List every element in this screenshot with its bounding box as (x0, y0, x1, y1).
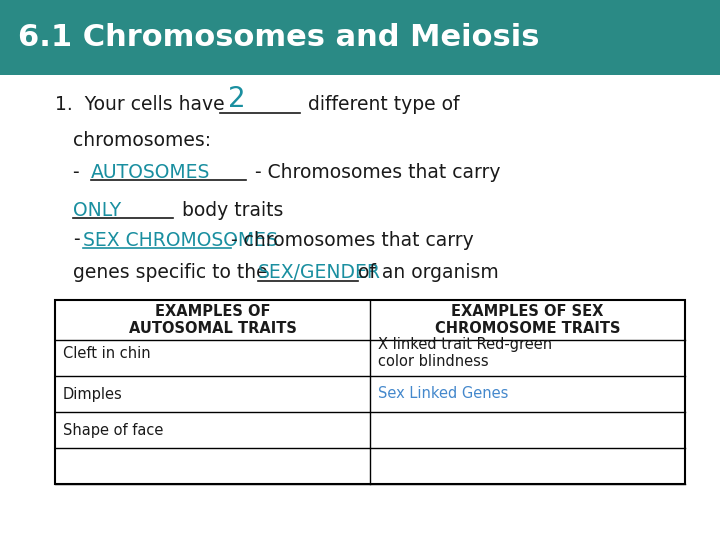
Text: EXAMPLES OF SEX
CHROMOSOME TRAITS: EXAMPLES OF SEX CHROMOSOME TRAITS (435, 304, 620, 336)
Text: SEX/GENDER: SEX/GENDER (258, 264, 381, 282)
Text: EXAMPLES OF
AUTOSOMAL TRAITS: EXAMPLES OF AUTOSOMAL TRAITS (129, 304, 297, 336)
Text: 1.  Your cells have: 1. Your cells have (55, 96, 230, 114)
Text: X linked trait Red-green
color blindness: X linked trait Red-green color blindness (378, 337, 552, 369)
Text: different type of: different type of (302, 96, 459, 114)
Text: body traits: body traits (176, 200, 284, 219)
Text: SEX CHROMOSOMES: SEX CHROMOSOMES (83, 231, 278, 249)
Text: 6.1 Chromosomes and Meiosis: 6.1 Chromosomes and Meiosis (18, 23, 539, 52)
Text: chromosomes:: chromosomes: (73, 131, 211, 150)
Text: Cleft in chin: Cleft in chin (63, 346, 150, 361)
Text: genes specific to the: genes specific to the (73, 264, 274, 282)
Text: -: - (73, 231, 80, 249)
Text: of an organism: of an organism (358, 264, 499, 282)
Text: -: - (73, 163, 86, 181)
Bar (55, 300, 685, 484)
Text: ONLY: ONLY (73, 200, 121, 219)
Text: Dimples: Dimples (63, 387, 122, 402)
Bar (0, 0, 720, 75)
Text: - Chromosomes that carry: - Chromosomes that carry (249, 163, 500, 181)
Text: AUTOSOMES: AUTOSOMES (91, 163, 210, 181)
Text: Sex Linked Genes: Sex Linked Genes (378, 387, 508, 402)
Text: - chromosomes that carry: - chromosomes that carry (231, 231, 474, 249)
Text: 2: 2 (228, 85, 246, 113)
Text: Shape of face: Shape of face (63, 422, 163, 437)
